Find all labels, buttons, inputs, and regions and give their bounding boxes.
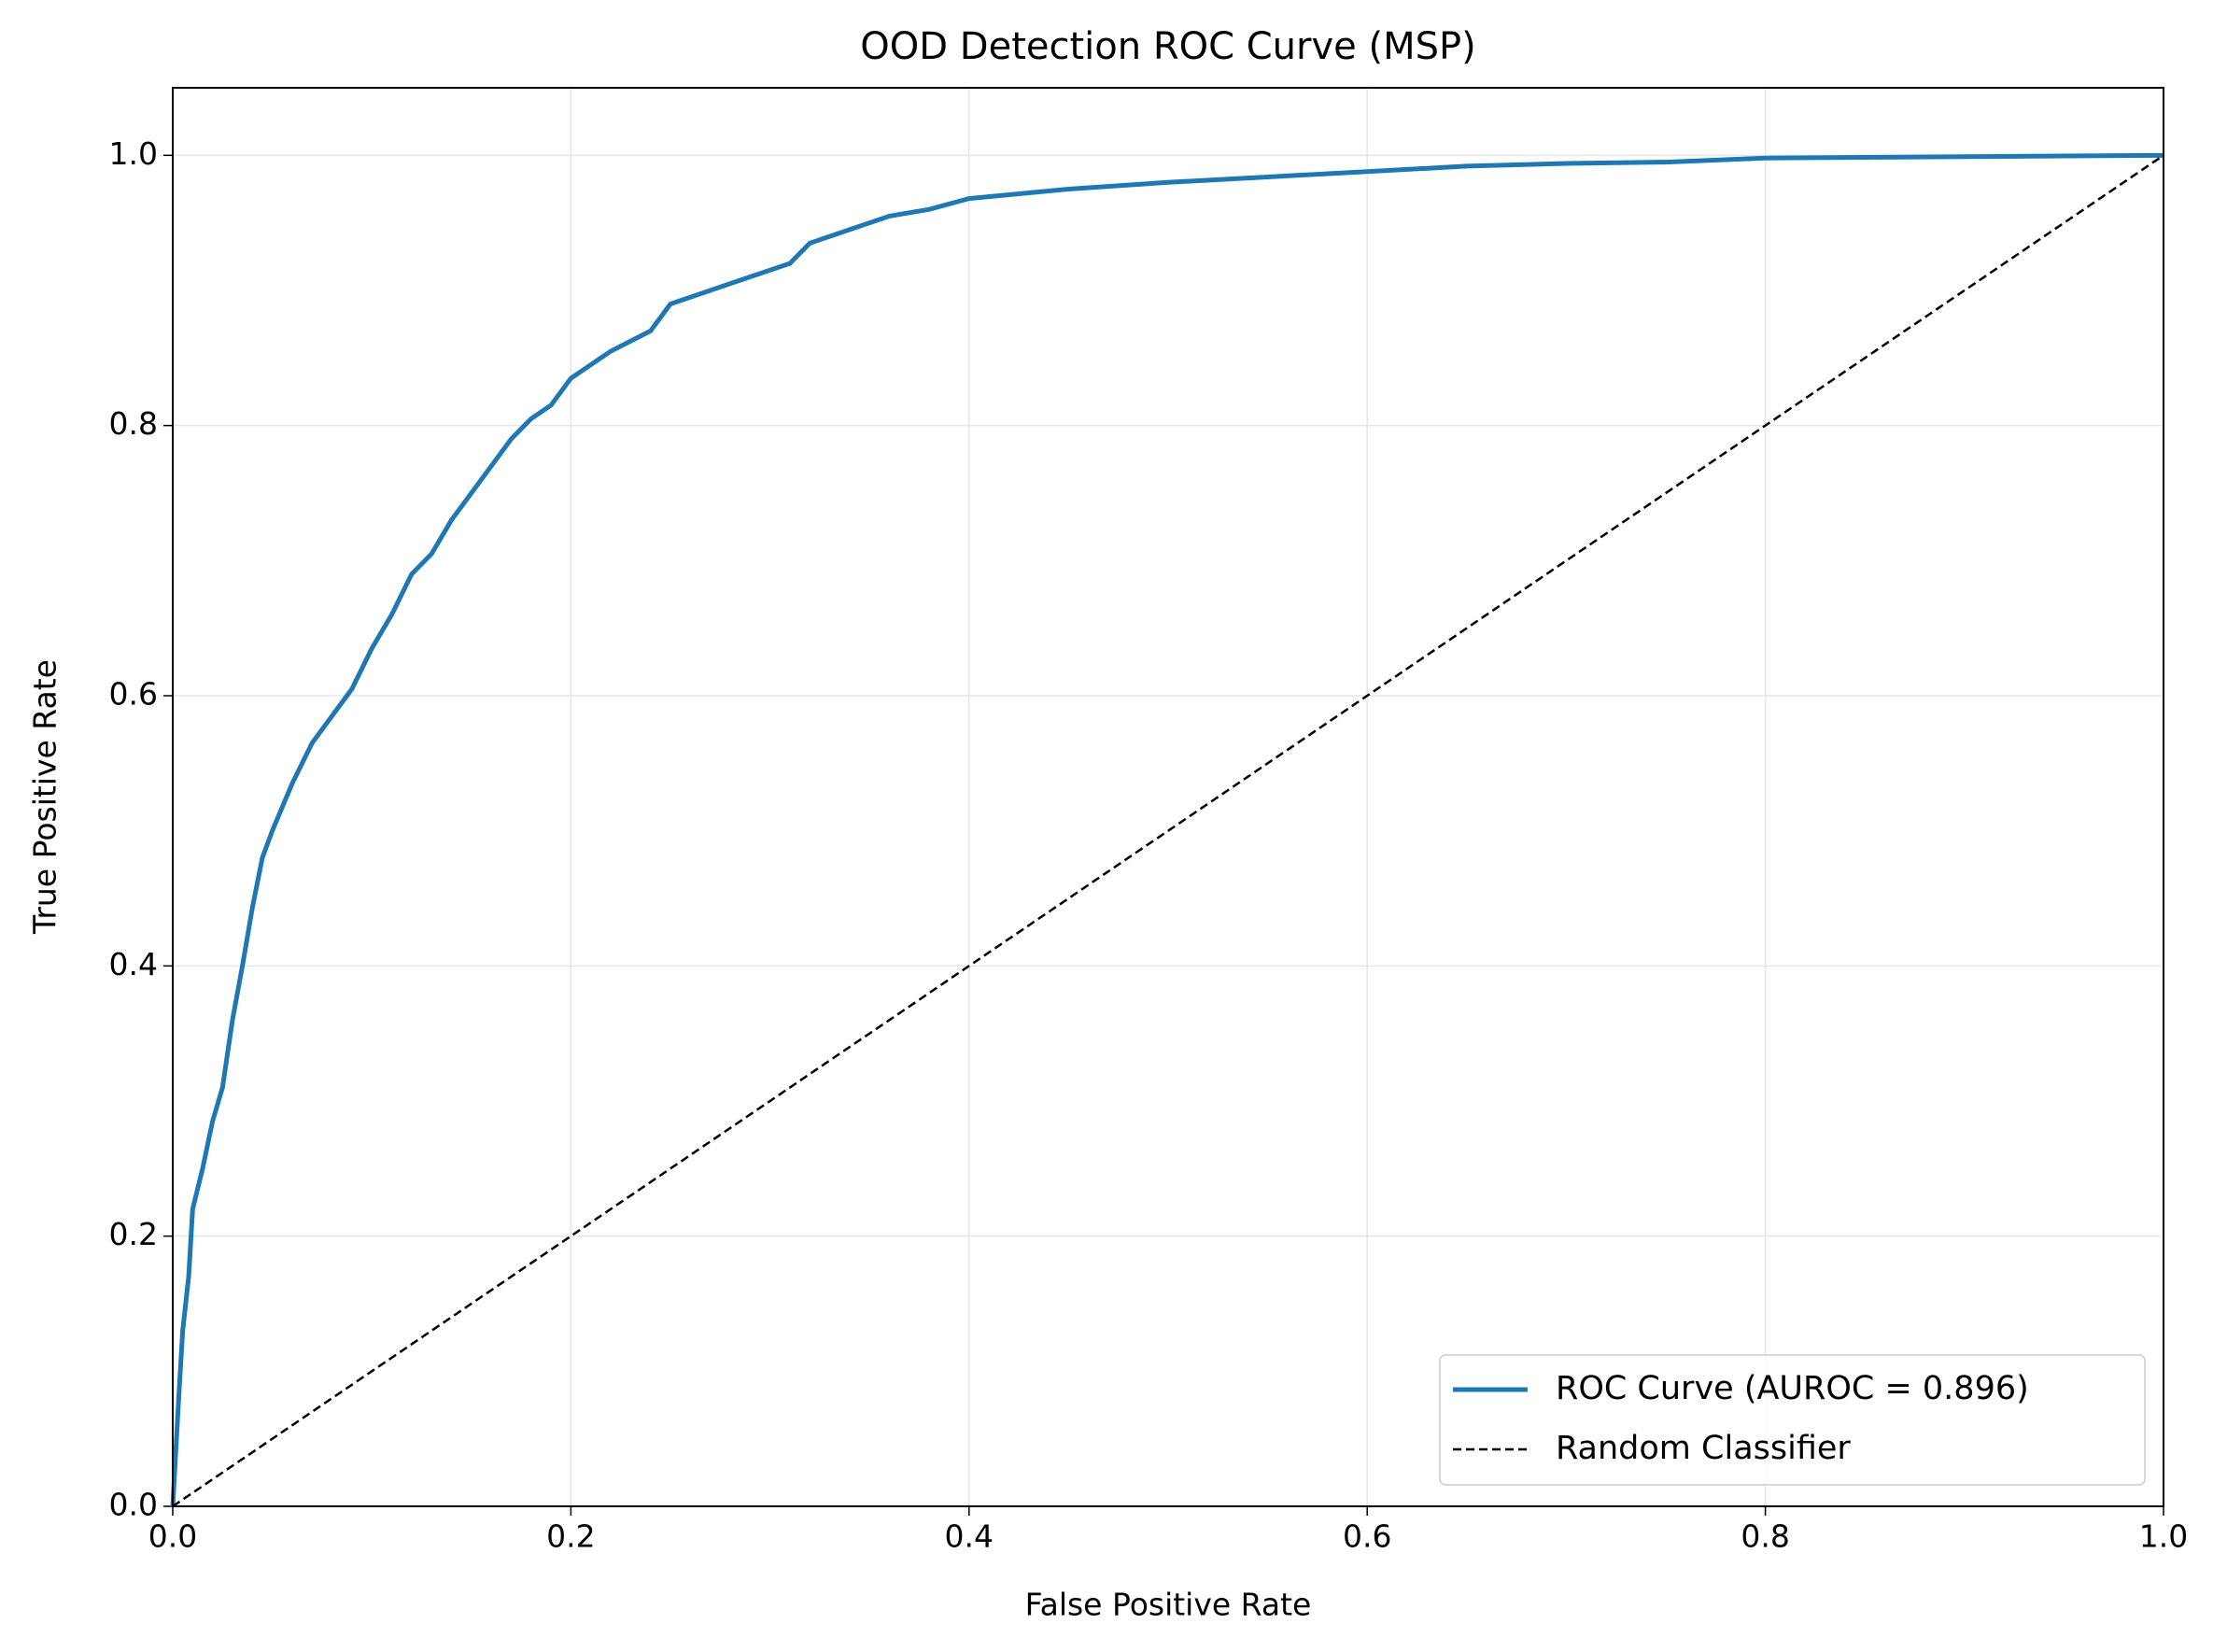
- legend: ROC Curve (AUROC = 0.896) Random Classifi…: [1439, 1354, 2146, 1486]
- x-tick-label: 0.0: [148, 1518, 197, 1555]
- y-tick-label: 0.2: [109, 1216, 158, 1252]
- y-tick-label: 0.0: [109, 1487, 158, 1523]
- y-tick-label: 1.0: [109, 135, 158, 172]
- y-tick-label: 0.8: [109, 405, 158, 442]
- legend-label: ROC Curve (AUROC = 0.896): [1556, 1370, 2029, 1407]
- legend-box: [1439, 1354, 2146, 1486]
- y-tick-label: 0.4: [109, 946, 158, 982]
- y-tick-label: 0.6: [109, 676, 158, 713]
- x-tick-label: 0.8: [1741, 1518, 1789, 1555]
- x-tick-label: 0.6: [1343, 1518, 1391, 1555]
- legend-label: Random Classifier: [1556, 1430, 1851, 1467]
- x-tick-label: 0.4: [945, 1518, 994, 1555]
- plot-frame: [172, 87, 2164, 1507]
- roc-line: [172, 154, 2164, 1508]
- x-axis-label: False Positive Rate: [1025, 1587, 1312, 1623]
- x-tick-label: 1.0: [2139, 1518, 2188, 1555]
- roc-line: [170, 152, 2164, 1507]
- x-tick-label: 0.2: [546, 1518, 595, 1555]
- y-axis-label: True Positive Rate: [27, 659, 63, 935]
- chart-title: OOD Detection ROC Curve (MSP): [860, 25, 1475, 68]
